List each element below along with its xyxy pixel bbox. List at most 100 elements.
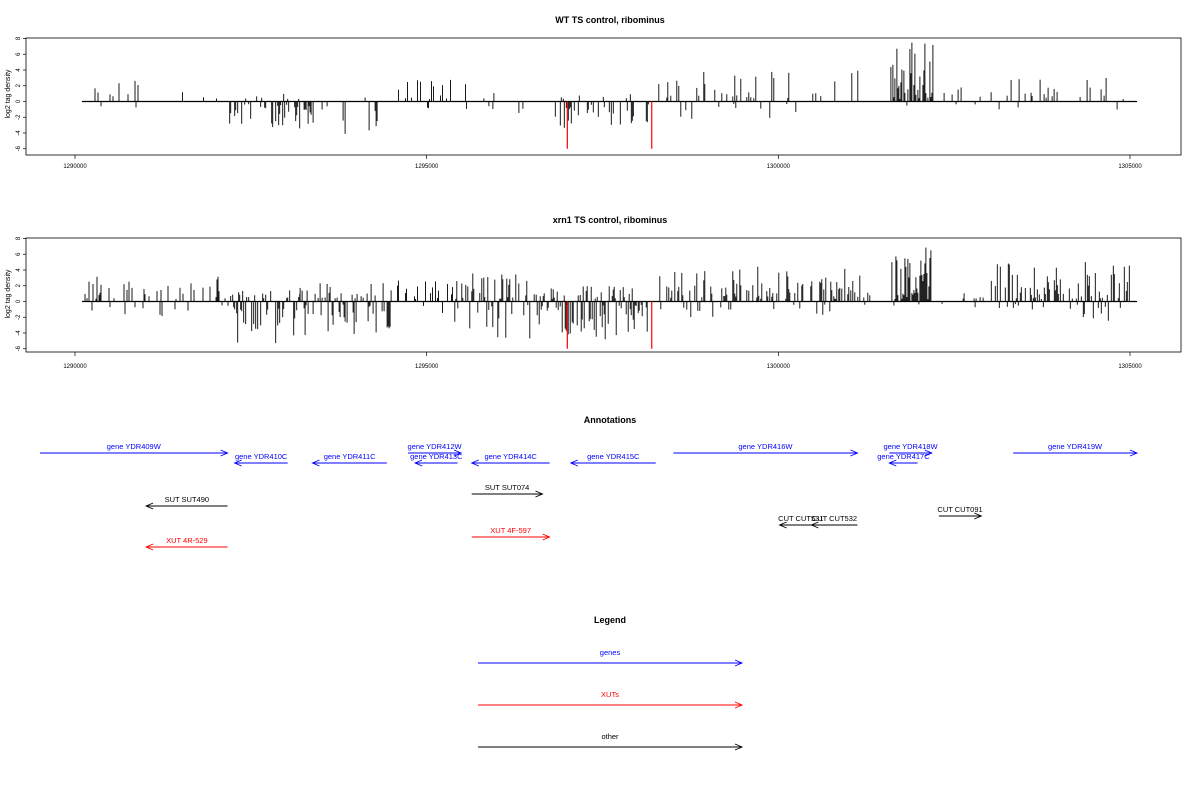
- arrowhead: [1129, 449, 1139, 457]
- feature-gene: gene YDR410C: [233, 452, 288, 467]
- plot-frame-xrn1: [25, 237, 1182, 353]
- plot-frame-wt: [25, 37, 1182, 156]
- y-tick-label: -2: [16, 314, 22, 320]
- density-bars-wt: [82, 42, 1137, 149]
- x-tick-label: 1290000: [63, 364, 87, 370]
- x-tick-label: 1295000: [415, 164, 439, 170]
- feature-gene: gene YDR409W: [40, 442, 229, 457]
- arrowhead: [535, 490, 544, 498]
- feature-gene: gene YDR415C: [569, 452, 656, 467]
- arrowhead: [453, 449, 463, 457]
- y-tick-label: -2: [16, 114, 22, 120]
- arrowhead: [810, 521, 819, 529]
- feature-label: SUT SUT490: [165, 495, 209, 504]
- legend-title: Legend: [594, 615, 626, 625]
- arrowhead: [569, 459, 578, 467]
- feature-label: gene YDR416W: [738, 442, 793, 451]
- feature-other: SUT SUT490: [145, 495, 228, 510]
- density-bars-xrn1: [82, 247, 1137, 349]
- feature-label: CUT CUT531: [778, 514, 823, 523]
- feature-gene: gene YDR418W: [883, 442, 938, 457]
- arrowhead: [542, 533, 551, 541]
- y-axis-wt: 8 6 4 2 0 -2 -4 -6: [16, 36, 26, 151]
- arrowhead: [470, 459, 479, 467]
- x-tick-label: 1305000: [1118, 164, 1142, 170]
- feature-label: gene YDR409W: [107, 442, 162, 451]
- arrowhead: [888, 459, 897, 467]
- panel-title-xrn1: xrn1 TS control, ribominus: [553, 215, 668, 225]
- arrowhead: [778, 521, 787, 529]
- y-tick-label: 8: [16, 36, 22, 40]
- legend-item: other: [478, 732, 744, 751]
- feature-gene: gene YDR412W: [408, 442, 463, 457]
- arrowhead: [734, 659, 744, 667]
- x-tick-label: 1305000: [1118, 364, 1142, 370]
- x-axis-wt: 1290000 1295000 1300000 1305000: [63, 155, 1142, 170]
- feature-label: XUT 4F-597: [490, 526, 531, 535]
- annotations-title: Annotations: [584, 415, 637, 425]
- feature-gene: gene YDR416W: [673, 442, 859, 457]
- wt-density-panel: WT TS control, ribominus log2 tag densit…: [5, 15, 1182, 170]
- feature-other: CUT CUT091: [937, 505, 983, 520]
- y-tick-label: 8: [16, 236, 22, 240]
- x-tick-label: 1295000: [415, 364, 439, 370]
- y-axis-label-wt: log2 tag density: [5, 69, 12, 119]
- legend-item: genes: [478, 648, 744, 667]
- legend-label: other: [601, 732, 619, 741]
- arrowhead: [734, 743, 744, 751]
- legend-items: genes XUTs other: [478, 648, 744, 751]
- y-tick-label: 0: [16, 99, 22, 103]
- y-tick-label: -6: [16, 145, 22, 151]
- feature-gene: gene YDR411C: [311, 452, 387, 467]
- y-axis-label-xrn1: log2 tag density: [5, 269, 12, 319]
- y-tick-label: 4: [16, 68, 22, 72]
- y-tick-label: 2: [16, 283, 22, 287]
- legend: Legend genes XUTs other: [478, 615, 744, 751]
- y-tick-label: 2: [16, 83, 22, 87]
- x-tick-label: 1290000: [63, 164, 87, 170]
- legend-label: genes: [600, 648, 621, 657]
- arrowhead: [145, 543, 154, 551]
- y-axis-xrn1: 8 6 4 2 0 -2 -4 -6: [16, 236, 26, 351]
- x-tick-label: 1300000: [767, 364, 791, 370]
- y-tick-label: 4: [16, 268, 22, 272]
- feature-label: gene YDR412W: [408, 442, 463, 451]
- annotation-features: gene YDR409W gene YDR410C gene YDR411C gene…: [40, 442, 1139, 551]
- y-tick-label: 6: [16, 252, 22, 256]
- feature-gene: gene YDR414C: [470, 452, 550, 467]
- feature-xut: XUT 4R-529: [145, 536, 228, 551]
- legend-item: XUTs: [478, 690, 744, 709]
- feature-label: CUT CUT091: [937, 505, 982, 514]
- feature-label: gene YDR411C: [324, 452, 376, 461]
- arrowhead: [145, 502, 154, 510]
- arrowhead: [974, 512, 983, 520]
- y-tick-label: 0: [16, 299, 22, 303]
- arrowhead: [233, 459, 242, 467]
- feature-gene: gene YDR419W: [1013, 442, 1139, 457]
- feature-other: CUT CUT532: [810, 514, 858, 529]
- feature-label: gene YDR413C: [410, 452, 463, 461]
- feature-xut: XUT 4F-597: [471, 526, 551, 541]
- y-tick-label: 6: [16, 52, 22, 56]
- feature-label: gene YDR415C: [587, 452, 640, 461]
- legend-label: XUTs: [601, 690, 619, 699]
- xrn1-density-panel: xrn1 TS control, ribominus log2 tag dens…: [5, 215, 1182, 370]
- arrowhead: [734, 701, 744, 709]
- arrowhead: [220, 449, 229, 457]
- feature-gene: gene YDR413C: [410, 452, 463, 467]
- feature-gene: gene YDR417C: [877, 452, 930, 467]
- feature-label: XUT 4R-529: [166, 536, 208, 545]
- x-axis-xrn1: 1290000 1295000 1300000 1305000: [63, 352, 1142, 370]
- arrowhead: [413, 459, 423, 467]
- arrowhead: [850, 449, 859, 457]
- feature-label: gene YDR410C: [235, 452, 288, 461]
- feature-label: CUT CUT532: [812, 514, 857, 523]
- feature-label: gene YDR418W: [883, 442, 938, 451]
- feature-label: gene YDR417C: [877, 452, 930, 461]
- feature-other: SUT SUT074: [471, 483, 544, 498]
- panel-title-wt: WT TS control, ribominus: [555, 15, 665, 25]
- feature-label: gene YDR414C: [484, 452, 537, 461]
- y-tick-label: -4: [16, 330, 22, 336]
